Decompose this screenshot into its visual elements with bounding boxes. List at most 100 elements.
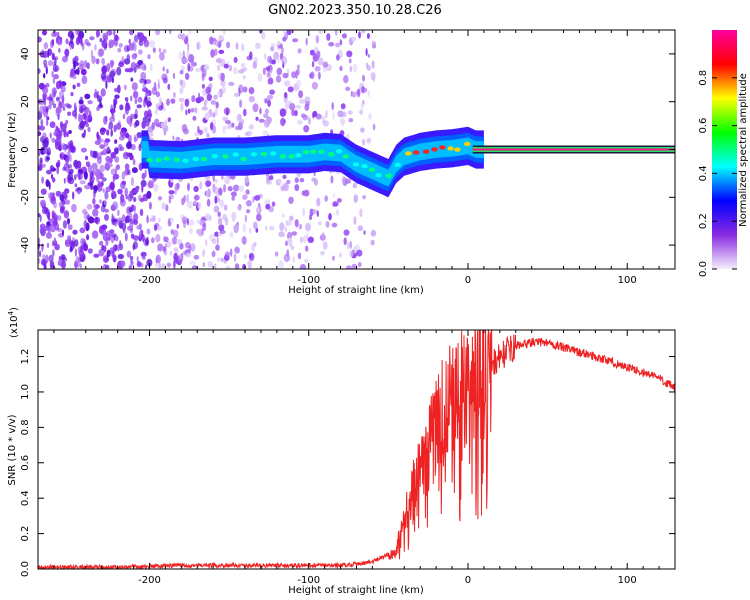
- noise-point: [143, 254, 146, 260]
- noise-point: [331, 102, 334, 111]
- noise-point: [348, 58, 352, 64]
- noise-point: [131, 260, 134, 267]
- noise-point: [219, 229, 226, 234]
- noise-point: [202, 249, 205, 258]
- noise-point: [83, 129, 86, 136]
- noise-point: [84, 93, 91, 100]
- noise-point: [168, 190, 175, 195]
- noise-point: [130, 233, 135, 239]
- noise-point: [271, 201, 276, 207]
- noise-point: [291, 245, 294, 251]
- noise-point: [214, 263, 217, 269]
- noise-point: [104, 191, 109, 200]
- noise-point: [371, 60, 375, 69]
- noise-point: [92, 197, 96, 205]
- noise-point: [141, 184, 144, 193]
- noise-point: [241, 30, 246, 34]
- noise-point: [67, 30, 74, 38]
- noise-point: [52, 249, 55, 257]
- noise-point: [113, 38, 118, 47]
- noise-point: [305, 232, 309, 242]
- noise-point: [359, 208, 363, 218]
- noise-point: [220, 257, 224, 263]
- noise-point: [139, 78, 145, 84]
- ridge-peak: [250, 152, 258, 157]
- noise-point: [108, 39, 114, 45]
- noise-point: [40, 119, 44, 127]
- noise-point: [55, 132, 62, 140]
- noise-point: [305, 245, 309, 252]
- noise-point: [244, 176, 249, 183]
- noise-point: [59, 206, 65, 214]
- ridge-peak: [361, 164, 368, 169]
- noise-point: [63, 130, 66, 138]
- snr-frame: [37, 329, 676, 570]
- noise-point: [117, 253, 125, 260]
- noise-point: [348, 118, 354, 123]
- noise-point: [296, 79, 302, 88]
- noise-point: [55, 31, 60, 37]
- noise-point: [195, 97, 202, 104]
- noise-point: [346, 50, 353, 58]
- noise-point: [89, 182, 94, 191]
- noise-point: [46, 96, 53, 101]
- snr-y-ticks: 0.0 0.2 0.4 0.6 0.8 1.0 1.2: [20, 349, 675, 577]
- noise-point: [214, 231, 219, 237]
- noise-point: [303, 234, 307, 244]
- ridge-peak: [279, 154, 287, 159]
- noise-point: [119, 240, 122, 248]
- noise-point: [114, 221, 118, 227]
- ridge-peak: [385, 173, 392, 178]
- noise-point: [370, 229, 377, 237]
- noise-point: [128, 264, 132, 269]
- noise-point: [281, 213, 286, 218]
- noise-point: [153, 183, 159, 192]
- noise-point: [331, 222, 338, 228]
- noise-point: [353, 216, 357, 225]
- noise-point: [61, 56, 68, 63]
- noise-point: [185, 109, 188, 116]
- noise-point: [86, 203, 93, 210]
- snr-panel: -200 -100 0 100 0.0 0.2 0.4 0.6 0.8 1.0 1.2 Heigh…: [7, 307, 676, 596]
- noise-point: [157, 196, 163, 201]
- noise-point: [136, 132, 143, 139]
- ridge-peak: [422, 149, 430, 154]
- noise-point: [124, 232, 128, 242]
- noise-point: [277, 56, 280, 64]
- noise-point: [79, 114, 84, 122]
- noise-point: [59, 102, 65, 109]
- noise-point: [44, 225, 50, 232]
- noise-point: [225, 107, 229, 116]
- noise-point: [252, 221, 258, 230]
- noise-point: [146, 101, 152, 107]
- noise-point: [164, 250, 168, 256]
- noise-point: [267, 55, 273, 64]
- noise-point: [71, 109, 77, 118]
- noise-point: [297, 48, 302, 54]
- noise-point: [352, 63, 358, 73]
- spectrogram-x-label: Height of straight line (km): [288, 285, 424, 296]
- colorbar-tick-label: 0.8: [698, 70, 709, 86]
- noise-point: [210, 100, 217, 105]
- noise-point: [104, 213, 109, 221]
- noise-point: [278, 231, 285, 238]
- noise-point: [220, 72, 225, 82]
- noise-point: [321, 232, 325, 238]
- noise-point: [212, 183, 216, 193]
- noise-point: [38, 131, 42, 137]
- noise-point: [318, 30, 324, 35]
- noise-point: [133, 34, 139, 43]
- noise-point: [74, 183, 78, 188]
- noise-point: [160, 99, 163, 106]
- noise-point: [113, 98, 118, 106]
- noise-point: [130, 77, 134, 82]
- noise-point: [117, 209, 120, 216]
- noise-point: [230, 248, 233, 257]
- noise-point: [100, 204, 106, 213]
- noise-point: [116, 66, 122, 76]
- noise-point: [89, 110, 92, 119]
- noise-point: [136, 104, 142, 109]
- noise-point: [204, 238, 208, 247]
- noise-point: [106, 147, 110, 152]
